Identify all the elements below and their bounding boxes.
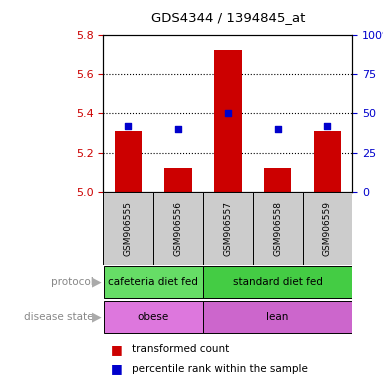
Bar: [203, 266, 352, 298]
Text: ▶: ▶: [92, 276, 101, 289]
Text: GSM906556: GSM906556: [173, 201, 183, 256]
Text: cafeteria diet fed: cafeteria diet fed: [108, 277, 198, 287]
Point: [324, 123, 331, 129]
Text: ■: ■: [111, 343, 127, 356]
Text: transformed count: transformed count: [132, 344, 229, 354]
Bar: [153, 192, 203, 265]
Bar: [264, 168, 291, 192]
Text: percentile rank within the sample: percentile rank within the sample: [132, 364, 308, 374]
Text: disease state: disease state: [25, 312, 94, 322]
Text: protocol: protocol: [51, 277, 94, 287]
Text: GSM906557: GSM906557: [223, 201, 232, 256]
Point: [275, 126, 281, 132]
Text: GDS4344 / 1394845_at: GDS4344 / 1394845_at: [151, 11, 305, 24]
Bar: [115, 131, 142, 192]
Point: [225, 110, 231, 116]
Bar: [253, 192, 303, 265]
Text: GSM906559: GSM906559: [323, 201, 332, 256]
Text: GSM906558: GSM906558: [273, 201, 282, 256]
Text: ■: ■: [111, 362, 127, 375]
Text: ▶: ▶: [92, 310, 101, 323]
Bar: [203, 301, 352, 333]
Text: standard diet fed: standard diet fed: [233, 277, 322, 287]
Text: GSM906555: GSM906555: [124, 201, 133, 256]
Bar: [214, 50, 242, 192]
Bar: [164, 168, 192, 192]
Bar: [104, 301, 203, 333]
Bar: [103, 192, 153, 265]
Bar: [203, 192, 253, 265]
Text: obese: obese: [137, 312, 169, 322]
Text: lean: lean: [267, 312, 289, 322]
Point: [125, 123, 131, 129]
Bar: [314, 131, 341, 192]
Point: [175, 126, 181, 132]
Bar: [104, 266, 203, 298]
Bar: [303, 192, 352, 265]
